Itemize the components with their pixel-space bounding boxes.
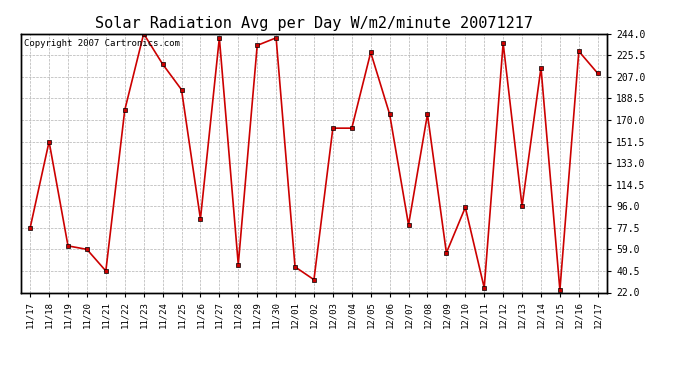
Text: Copyright 2007 Cartronics.com: Copyright 2007 Cartronics.com: [23, 39, 179, 48]
Title: Solar Radiation Avg per Day W/m2/minute 20071217: Solar Radiation Avg per Day W/m2/minute …: [95, 16, 533, 31]
